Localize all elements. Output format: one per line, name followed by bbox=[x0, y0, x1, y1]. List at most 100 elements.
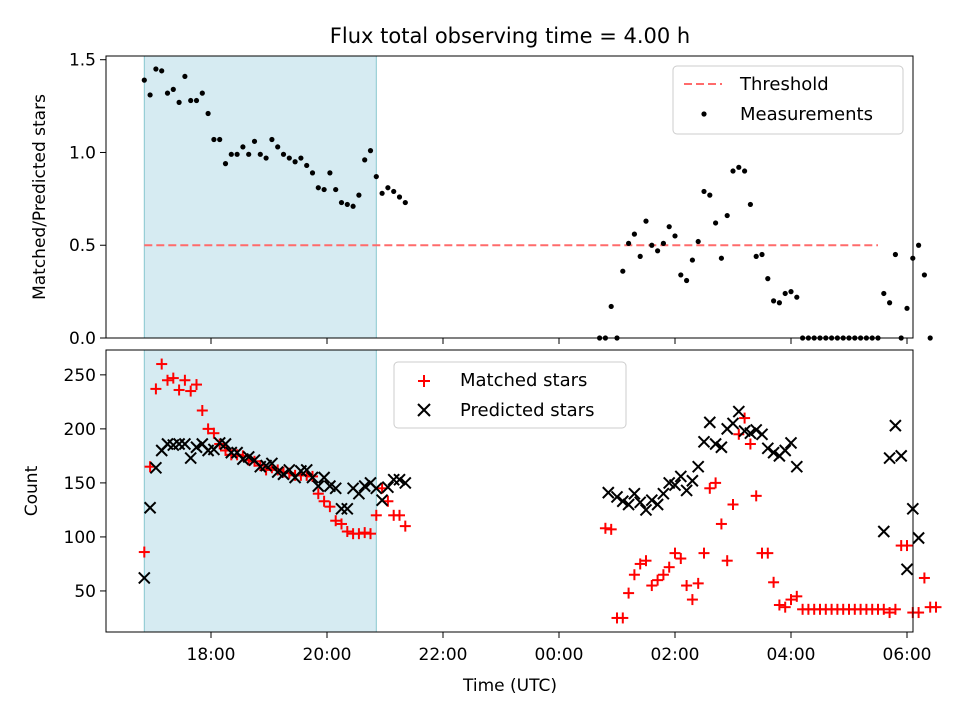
matched-star-point bbox=[359, 527, 371, 539]
matched-star-point bbox=[341, 526, 353, 538]
measurement-point bbox=[626, 240, 632, 246]
matched-star-point bbox=[878, 603, 890, 615]
predicted-star-point bbox=[639, 503, 653, 517]
measurement-point bbox=[211, 136, 217, 143]
top-y-tick-label: 1.5 bbox=[69, 51, 96, 71]
matched-star-point bbox=[336, 518, 347, 530]
predicted-star-point bbox=[306, 471, 319, 484]
top-y-tick-label: 0.5 bbox=[69, 236, 96, 256]
matched-star-point bbox=[202, 423, 214, 435]
matched-star-point bbox=[208, 427, 220, 439]
measurement-point bbox=[333, 186, 339, 193]
measurement-point bbox=[759, 251, 765, 258]
matched-star-point bbox=[710, 477, 722, 489]
predicted-star-point bbox=[691, 460, 705, 473]
matched-star-point bbox=[913, 607, 925, 619]
predicted-star-point bbox=[399, 476, 412, 490]
measurement-point bbox=[188, 97, 194, 104]
matched-star-point bbox=[739, 412, 751, 424]
top-shaded-span bbox=[143, 55, 377, 339]
measurement-point bbox=[309, 170, 316, 176]
measurement-point bbox=[684, 277, 690, 284]
measurement-point bbox=[724, 212, 730, 219]
measurement-point bbox=[402, 199, 408, 206]
predicted-star-point bbox=[622, 498, 635, 511]
top-panel: Flux total observing time = 4.00 h 0.0 0.… bbox=[30, 24, 933, 349]
predicted-star-point bbox=[329, 482, 342, 495]
matched-star-point bbox=[750, 490, 762, 502]
legend-measurements-label: Measurements bbox=[740, 104, 873, 125]
measurement-point bbox=[927, 335, 933, 341]
matched-star-point bbox=[721, 555, 733, 567]
measurement-point bbox=[176, 99, 182, 105]
bottom-legend: Matched stars Predicted stars bbox=[393, 361, 627, 429]
measurement-point bbox=[776, 300, 783, 306]
measurement-point bbox=[251, 138, 258, 144]
bottom-x-tick-label: 22:00 bbox=[419, 645, 468, 665]
matched-star-point bbox=[394, 509, 405, 521]
measurement-point bbox=[298, 155, 304, 161]
matched-star-point bbox=[324, 501, 336, 513]
matched-star-point bbox=[399, 520, 411, 532]
measurement-point bbox=[222, 161, 229, 167]
measurement-point bbox=[396, 194, 403, 200]
matched-star-point bbox=[196, 405, 208, 417]
legend-matched-label: Matched stars bbox=[460, 370, 587, 391]
matched-star-point bbox=[605, 523, 617, 535]
measurement-point bbox=[321, 186, 327, 193]
measurement-point bbox=[695, 238, 701, 245]
measurement-point bbox=[643, 218, 649, 224]
predicted-star-point bbox=[680, 484, 693, 497]
matched-star-point bbox=[617, 612, 629, 624]
predicted-star-point bbox=[674, 470, 688, 483]
measurement-point bbox=[141, 77, 147, 83]
predicted-star-point bbox=[732, 405, 746, 418]
predicted-star-point bbox=[610, 490, 624, 504]
predicted-star-point bbox=[767, 446, 780, 459]
x-axis-label: Time (UTC) bbox=[462, 676, 557, 696]
predicted-star-point bbox=[375, 493, 389, 507]
matched-star-point bbox=[185, 385, 197, 397]
predicted-star-point bbox=[651, 498, 664, 511]
measurement-point bbox=[199, 90, 205, 96]
measurement-point bbox=[631, 231, 638, 237]
matched-star-point bbox=[686, 594, 698, 606]
matched-star-point bbox=[312, 488, 324, 500]
measurement-point bbox=[269, 136, 275, 143]
matched-star-point bbox=[150, 383, 162, 395]
measurement-point bbox=[379, 190, 385, 196]
matched-star-point bbox=[599, 522, 611, 534]
predicted-star-point bbox=[393, 473, 406, 486]
predicted-star-point bbox=[370, 482, 383, 495]
predicted-star-point bbox=[335, 502, 348, 516]
measurement-point bbox=[718, 255, 725, 261]
measurement-point bbox=[228, 151, 234, 157]
measurement-point bbox=[881, 290, 887, 297]
predicted-star-point bbox=[317, 471, 331, 484]
matched-star-point bbox=[370, 509, 382, 521]
predicted-star-point bbox=[265, 457, 279, 470]
measurement-point bbox=[246, 151, 252, 157]
bottom-y-axis-label: Count bbox=[22, 465, 42, 516]
measurement-point bbox=[391, 188, 397, 195]
matched-star-point bbox=[179, 374, 191, 386]
measurement-point bbox=[350, 203, 356, 209]
predicted-star-point bbox=[242, 450, 255, 464]
measurement-point bbox=[327, 170, 333, 176]
top-axes-frame bbox=[105, 55, 914, 339]
predicted-star-point bbox=[668, 478, 682, 492]
predicted-star-point bbox=[912, 531, 925, 545]
measurement-point bbox=[362, 157, 368, 163]
predicted-star-point bbox=[178, 437, 192, 451]
matched-star-point bbox=[681, 580, 693, 592]
top-legend: Threshold Measurements bbox=[672, 65, 904, 135]
measurement-point bbox=[904, 305, 910, 311]
bottom-x-tick-label: 02:00 bbox=[651, 645, 700, 665]
measurements-legend-marker bbox=[701, 111, 707, 117]
matched-star-point bbox=[162, 374, 173, 386]
matched-star-point bbox=[779, 601, 791, 613]
measurement-point bbox=[794, 294, 800, 300]
top-y-tick-label: 1.0 bbox=[69, 143, 96, 163]
measurement-point bbox=[205, 110, 211, 117]
